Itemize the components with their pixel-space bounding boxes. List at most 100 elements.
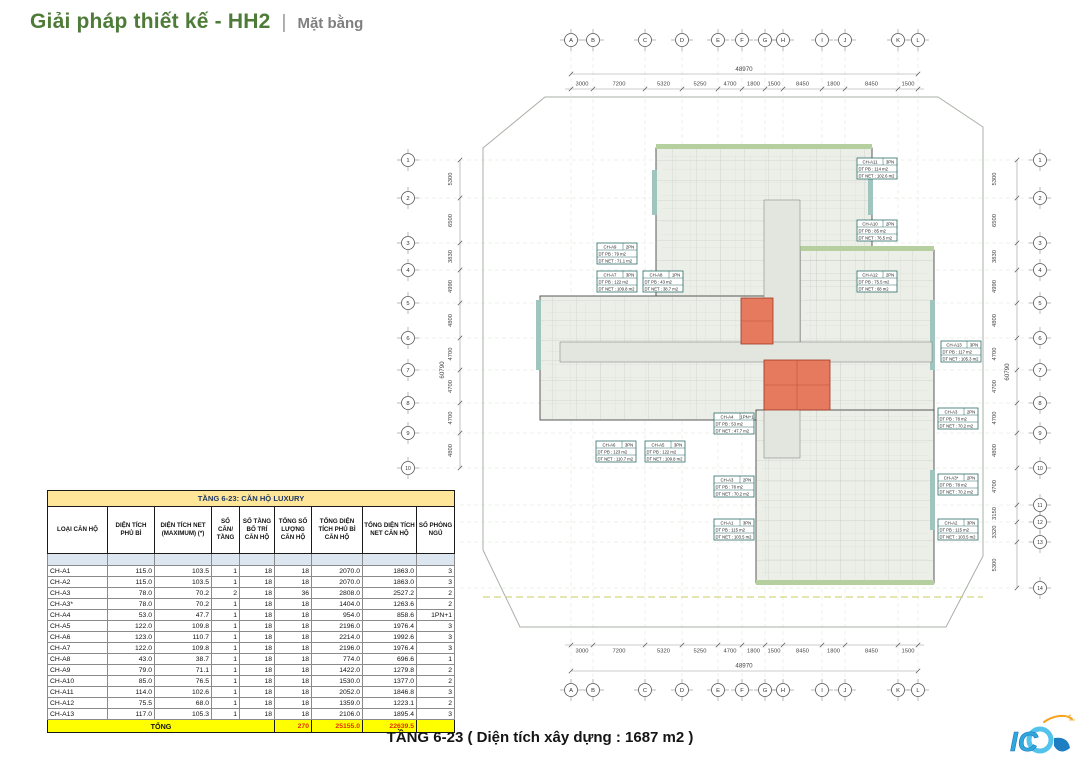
grid-bubble-label: 11	[1037, 503, 1042, 509]
table-row: CH-A3* 78.0 70.2 1 18 18 1404.0 1263.6 2	[47, 598, 456, 610]
grid-bubble: 11	[1029, 494, 1051, 516]
column-header: LOẠI CĂN HỘ	[47, 506, 108, 554]
unit-gross-area: DT PB : 78 m2	[940, 482, 968, 487]
spacer-row	[47, 553, 456, 566]
page-subtitle: Mặt bằng	[297, 15, 364, 32]
unit-gross-area: DT PB : 115 m2	[940, 527, 970, 532]
unit-net-area: DT NET : 110.7 m2	[598, 456, 634, 461]
unit-label-box: CH-A2 3PN DT PB : 115 m2 DT NET : 103.5 m2	[937, 518, 979, 541]
grid-bubble: 4	[1029, 259, 1051, 281]
grid-bubble: C	[634, 679, 656, 701]
grid-bubble: L	[907, 29, 929, 51]
grid-bubble: A	[560, 679, 582, 701]
grid-bubble: B	[582, 29, 604, 51]
dim-label: 4700	[992, 480, 998, 493]
unit-label-box: CH-A8 1PN DT PB : 43 m2 DT NET : 38.7 m2	[642, 270, 684, 293]
grid-bubble-label: E	[716, 688, 720, 694]
dim-label: 4700	[992, 380, 998, 393]
column-header: TỔNG SỐ LƯỢNG CĂN HỘ	[274, 506, 312, 554]
table-row: CH-A11 114.0 102.6 1 18 18 2052.0 1846.8 3	[47, 686, 456, 698]
unit-bedrooms: 2PN	[886, 272, 894, 277]
dim-label: 4700	[724, 649, 737, 655]
unit-net-area: DT NET : 103.5 m2	[940, 534, 977, 539]
unit-name: CH-A2	[945, 520, 959, 525]
unit-gross-area: DT PB : 43 m2	[645, 279, 673, 284]
column-header: DIỆN TÍCH PHỦ BÌ	[107, 506, 155, 554]
table-row: CH-A6 123.0 110.7 1 18 18 2214.0 1992.6 3	[47, 631, 456, 643]
total-height-label: 60790	[1004, 363, 1011, 381]
dim-label: 4700	[992, 348, 998, 361]
grid-bubble-label: 13	[1037, 540, 1043, 546]
column-header: SỐ PHÒNG NGỦ	[415, 506, 456, 554]
unit-name: CH-A3*	[944, 475, 959, 480]
grid-bubble-label: 4	[1038, 268, 1042, 274]
grid-bubble: 9	[1029, 422, 1051, 444]
dim-label: 1800	[827, 82, 840, 88]
grid-bubble: 9	[397, 422, 419, 444]
grid-bubble: 7	[1029, 359, 1051, 381]
unit-label-box: CH-A11 3PN DT PB : 114 m2 DT NET : 102.6 m2	[856, 157, 898, 180]
grid-bubble: G	[754, 29, 776, 51]
unit-name: CH-A8	[650, 272, 664, 277]
dim-label: 3150	[992, 507, 998, 520]
page-title: Giải pháp thiết kế - HH2	[30, 10, 271, 33]
total-value: 25155.0	[311, 719, 363, 733]
table-row: CH-A13 117.0 105.3 1 18 18 2106.0 1895.4 3	[47, 708, 456, 720]
unit-bedrooms: 3PN	[674, 442, 682, 447]
grid-bubble: 5	[1029, 292, 1051, 314]
unit-bedrooms: 2PN	[886, 221, 894, 226]
unit-net-area: DT NET : 71.1 m2	[599, 258, 633, 263]
unit-net-area: DT NET : 105.3 m2	[943, 356, 980, 361]
grid-bubble: 5	[397, 292, 419, 314]
core-highlight	[740, 297, 831, 411]
grid-bubble-label: E	[716, 38, 720, 44]
grid-bubble-label: 8	[406, 401, 409, 407]
company-logo: IC	[1006, 712, 1076, 760]
unit-net-area: DT NET : 70.2 m2	[940, 489, 974, 494]
dim-label: 3000	[576, 82, 589, 88]
grid-bubble: H	[772, 29, 794, 51]
grid-bubble: D	[671, 679, 693, 701]
unit-gross-area: DT PB : 115 m2	[716, 527, 746, 532]
table-row: CH-A5 122.0 109.8 1 18 18 2196.0 1976.4 3	[47, 620, 456, 632]
grid-bubble: E	[707, 679, 729, 701]
column-header: SỐ TẦNG BỐ TRÍ CĂN HỘ	[239, 506, 275, 554]
unit-gross-area: DT PB : 122 m2	[647, 449, 677, 454]
grid-bubble: 10	[1029, 457, 1051, 479]
site-boundary	[482, 96, 984, 628]
grid-bubble-label: C	[643, 688, 647, 694]
dim-label: 4990	[992, 280, 998, 293]
grid-bubble-label: 9	[1038, 431, 1041, 437]
dim-label: 1500	[768, 82, 781, 88]
dim-label: 1800	[747, 649, 760, 655]
grid-bubble: 7	[397, 359, 419, 381]
column-header: DIỆN TÍCH NET (MAXIMUM) (*)	[154, 506, 212, 554]
unit-net-area: DT NET : 68 m2	[859, 286, 890, 291]
grid-bubble: 14	[1029, 577, 1051, 599]
dim-label: 1800	[747, 82, 760, 88]
unit-net-area: DT NET : 109.8 m2	[647, 456, 684, 461]
unit-bedrooms: 2PN	[967, 475, 975, 480]
grid-bubble-label: 14	[1037, 586, 1043, 592]
dim-label: 8450	[865, 649, 878, 655]
grid-bubble-label: 2	[406, 196, 409, 202]
dim-label: 7200	[613, 82, 626, 88]
grid-bubble: 2	[397, 187, 419, 209]
grid-bubble: G	[754, 679, 776, 701]
unit-net-area: DT NET : 47.7 m2	[716, 428, 750, 433]
unit-name: CH-A10	[862, 221, 878, 226]
table-row: CH-A7 122.0 109.8 1 18 18 2196.0 1976.4 3	[47, 642, 456, 654]
unit-net-area: DT NET : 102.6 m2	[859, 173, 896, 178]
grid-bubble: E	[707, 29, 729, 51]
dim-label: 1800	[827, 649, 840, 655]
dim-label: 3830	[992, 250, 998, 263]
dim-label: 8450	[796, 649, 809, 655]
dim-label: 4990	[448, 280, 454, 293]
unit-gross-area: DT PB : 117 m2	[943, 349, 973, 354]
grid-bubble-label: K	[896, 38, 900, 44]
total-value: 22639.5	[362, 719, 417, 733]
dim-label: 5300	[992, 173, 998, 186]
logo-drop	[1054, 737, 1070, 752]
dim-label: 5320	[657, 82, 670, 88]
column-header: SỐ CĂN/ TẦNG	[211, 506, 240, 554]
